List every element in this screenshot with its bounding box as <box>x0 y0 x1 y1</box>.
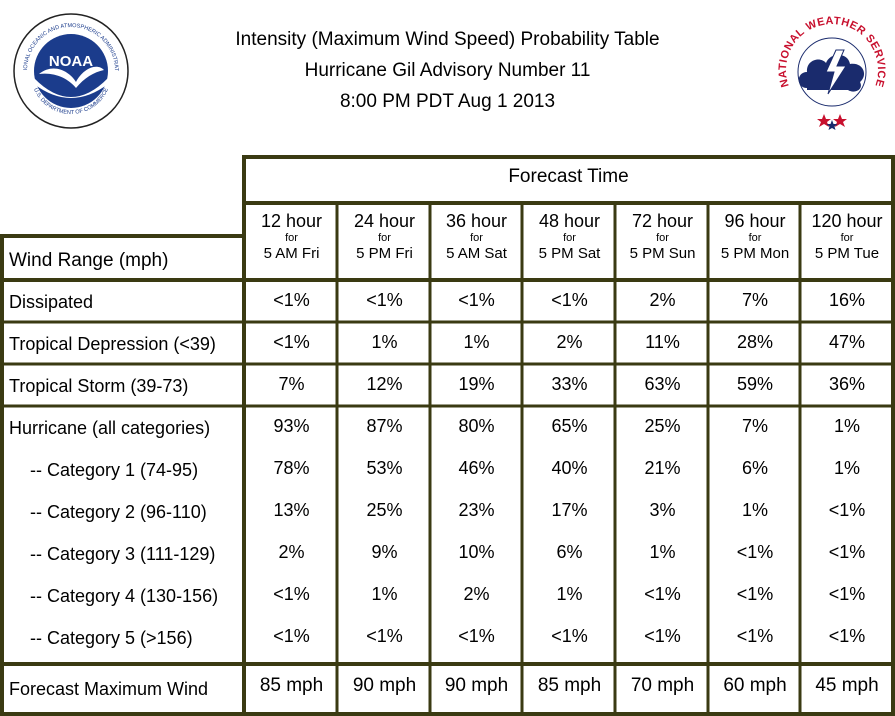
probability-cell: 93% <box>273 415 310 436</box>
column-header: 48 hour for 5 PM Sat <box>538 211 601 262</box>
forecast-time-label: Forecast Time <box>508 166 629 187</box>
probability-cell: 13% <box>273 499 310 520</box>
probability-cell: <1% <box>551 625 588 646</box>
column-header: 120 hour for 5 PM Tue <box>811 211 883 262</box>
probability-cell: 6% <box>556 541 583 562</box>
noaa-logo-text: NOAA <box>49 53 93 70</box>
probability-cell: 2% <box>278 541 305 562</box>
noaa-logo-icon: NOAA NATIONAL OCEANIC AND ATMOSPHERIC AD… <box>12 12 129 129</box>
wind-range-label: Wind Range (mph) <box>9 250 169 271</box>
max-wind-cell: 85 mph <box>537 675 602 696</box>
probability-cell: <1% <box>273 583 310 604</box>
row-label: Hurricane (all categories) <box>9 417 211 438</box>
probability-cell: 80% <box>458 415 495 436</box>
probability-cell: 25% <box>366 499 403 520</box>
probability-cell: <1% <box>458 625 495 646</box>
probability-cell: <1% <box>736 541 774 562</box>
row-label: -- Category 4 (130-156) <box>30 585 219 606</box>
probability-cell: 33% <box>551 373 588 394</box>
column-header: 36 hour for 5 AM Sat <box>445 211 508 262</box>
probability-cell: 47% <box>828 331 866 352</box>
row-label: -- Category 1 (74-95) <box>30 459 199 480</box>
probability-cell: 1% <box>556 583 583 604</box>
probability-cell: <1% <box>366 625 403 646</box>
probability-cell: 12% <box>366 373 403 394</box>
max-wind-cell: 90 mph <box>444 675 509 696</box>
probability-cell: <1% <box>828 583 866 604</box>
probability-cell: <1% <box>273 331 310 352</box>
probability-cell: 28% <box>736 331 774 352</box>
row-label: Tropical Storm (39-73) <box>9 375 189 396</box>
forecast-time-header: Forecast Time <box>246 166 891 188</box>
probability-cell: 2% <box>463 583 490 604</box>
probability-cell: 1% <box>463 331 490 352</box>
probability-cell: 78% <box>273 457 310 478</box>
probability-cell: <1% <box>828 625 866 646</box>
probability-cell: 1% <box>371 331 398 352</box>
probability-cell: <1% <box>644 583 681 604</box>
probability-cell: <1% <box>366 289 403 310</box>
probability-cell: <1% <box>736 625 774 646</box>
probability-cell: 6% <box>741 457 768 478</box>
probability-cell: 21% <box>644 457 681 478</box>
probability-cell: 11% <box>645 331 680 352</box>
probability-cell: <1% <box>273 625 310 646</box>
probability-cell: 16% <box>828 289 866 310</box>
probability-cell: 40% <box>551 457 588 478</box>
probability-cell: <1% <box>828 541 866 562</box>
probability-cell: 1% <box>741 499 768 520</box>
probability-cell: 63% <box>644 373 681 394</box>
probability-cell: 87% <box>366 415 403 436</box>
probability-cell: 23% <box>458 499 495 520</box>
row-label: -- Category 5 (>156) <box>30 627 193 648</box>
probability-cell: <1% <box>828 499 866 520</box>
column-header: 96 hour for 5 PM Mon <box>720 211 790 262</box>
probability-cell: 36% <box>828 373 866 394</box>
row-label: Tropical Depression (<39) <box>9 333 216 354</box>
probability-cell: 7% <box>278 373 305 394</box>
probability-cell: 25% <box>644 415 681 436</box>
probability-cell: 2% <box>649 289 676 310</box>
probability-cell: <1% <box>644 625 681 646</box>
probability-cell: 9% <box>371 541 398 562</box>
probability-cell: <1% <box>551 289 588 310</box>
title-line-3: 8:00 PM PDT Aug 1 2013 <box>339 91 556 112</box>
max-wind-cell: 85 mph <box>259 675 324 696</box>
probability-cell: 3% <box>649 499 676 520</box>
probability-cell: 19% <box>458 373 495 394</box>
row-label: -- Category 3 (111-129) <box>30 543 216 564</box>
column-header: 72 hour for 5 PM Sun <box>629 211 696 262</box>
max-wind-cell: 60 mph <box>723 675 787 696</box>
max-wind-cell: 90 mph <box>352 675 417 696</box>
nws-logo-icon: NATIONAL WEATHER SERVICE <box>777 15 887 130</box>
probability-cell: 1% <box>833 457 860 478</box>
probability-cell: 1% <box>833 415 860 436</box>
max-wind-cell: 45 mph <box>815 675 879 696</box>
max-wind-label: Forecast Maximum Wind <box>9 678 209 699</box>
probability-cell: 46% <box>458 457 495 478</box>
probability-cell: 53% <box>366 457 403 478</box>
title-line-1: Intensity (Maximum Wind Speed) Probabili… <box>235 29 660 50</box>
probability-cell: <1% <box>458 289 495 310</box>
column-header: 24 hour for 5 PM Fri <box>353 211 416 262</box>
probability-cell: 10% <box>458 541 495 562</box>
probability-cell: 59% <box>736 373 774 394</box>
probability-cell: 17% <box>551 499 588 520</box>
probability-cell: 2% <box>556 331 583 352</box>
probability-cell: 7% <box>741 415 768 436</box>
row-label: -- Category 2 (96-110) <box>30 501 207 522</box>
row-label: Dissipated <box>9 291 94 312</box>
title-line-2: Hurricane Gil Advisory Number 11 <box>304 60 591 81</box>
probability-cell: 65% <box>551 415 588 436</box>
probability-cell: 1% <box>371 583 398 604</box>
probability-cell: <1% <box>273 289 310 310</box>
probability-cell: 1% <box>649 541 676 562</box>
column-header: 12 hour for 5 AM Fri <box>260 211 323 262</box>
max-wind-cell: 70 mph <box>630 675 695 696</box>
probability-cell: <1% <box>736 583 774 604</box>
probability-cell: 7% <box>741 289 768 310</box>
